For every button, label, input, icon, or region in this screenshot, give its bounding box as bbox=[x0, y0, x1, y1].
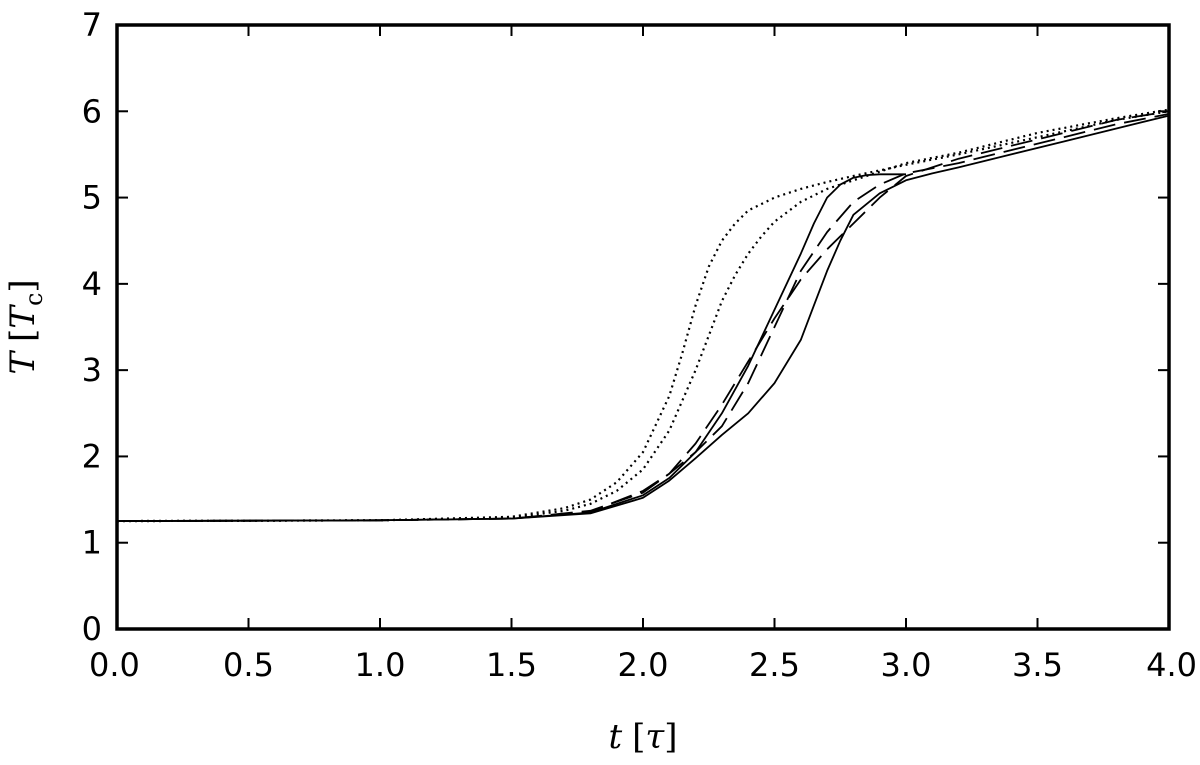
tick-label-layer: 0.0 0.5 1.0 1.5 2.0 2.5 3.0 3.5 4.0 0 1 2 3 4 5 6 7 bbox=[82, 6, 1197, 684]
y-tick-label: 7 bbox=[82, 6, 102, 44]
x-tick-label: 3.5 bbox=[1012, 646, 1063, 684]
series-line-dotted-1 bbox=[116, 110, 1170, 523]
y-tick-label: 5 bbox=[82, 179, 102, 217]
y-tick-label: 6 bbox=[82, 92, 102, 130]
x-axis-unit: τ bbox=[645, 717, 665, 757]
y-axis-label: T[Tc] bbox=[3, 279, 48, 374]
y-tick-label: 1 bbox=[82, 524, 102, 562]
y-tick-label: 3 bbox=[82, 351, 102, 389]
x-tick-label: 3.0 bbox=[881, 646, 932, 684]
x-axis-var: t bbox=[608, 717, 622, 757]
x-axis-label: t [τ] bbox=[608, 717, 677, 757]
x-tick-label: 0.0 bbox=[89, 646, 140, 684]
x-tick-label: 4.0 bbox=[1146, 646, 1197, 684]
plot-frame bbox=[115, 23, 1171, 631]
series-layer bbox=[116, 108, 1170, 523]
x-tick-label: 1.0 bbox=[355, 646, 406, 684]
x-tick-label: 0.5 bbox=[223, 646, 274, 684]
x-tick-label: 2.0 bbox=[618, 646, 669, 684]
x-tick-label: 1.5 bbox=[486, 646, 537, 684]
y-axis-unit-var: T bbox=[3, 304, 43, 329]
series-line-dashed-2 bbox=[116, 110, 1170, 522]
y-axis-var: T bbox=[3, 350, 43, 375]
series-line-solid-2 bbox=[116, 114, 1170, 522]
y-tick-label: 0 bbox=[82, 610, 102, 648]
x-tick-label: 2.5 bbox=[749, 646, 800, 684]
plot-background bbox=[117, 25, 1169, 629]
y-tick-label: 2 bbox=[82, 437, 102, 475]
y-axis-unit-sub: c bbox=[20, 293, 48, 306]
y-tick-label: 4 bbox=[82, 265, 102, 303]
